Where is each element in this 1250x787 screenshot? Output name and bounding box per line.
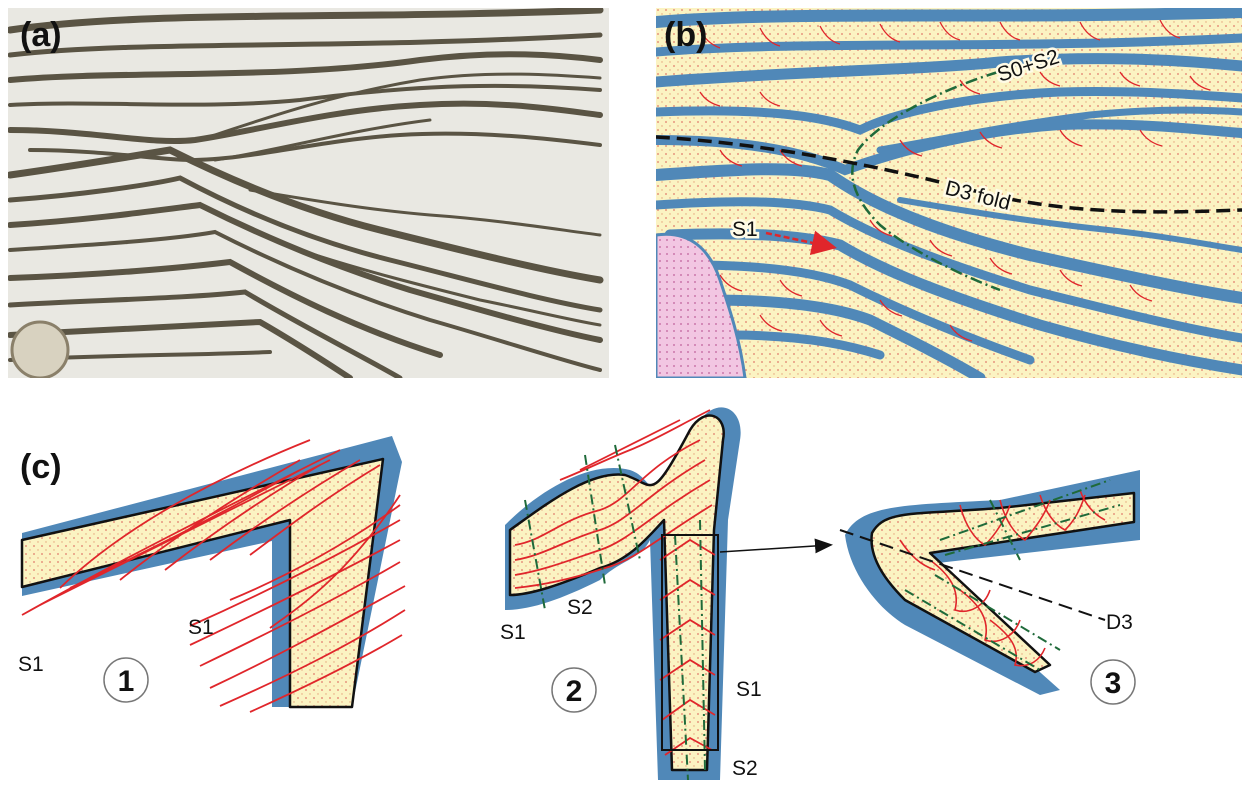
stage-2-s2-bottom-label: S2: [732, 757, 758, 780]
stage-3-fold: [839, 470, 1140, 695]
panel-b-sketch: [656, 8, 1242, 378]
stage-3-number: 3: [1105, 667, 1122, 700]
stage-2-s1-cleavage: [514, 409, 716, 756]
stage-1-s1-cleavage: [21, 439, 406, 713]
panel-b-d3-fold-axis: [656, 135, 1242, 214]
stage-2-s1-right-label: S1: [736, 678, 762, 701]
stage-2-number: 2: [566, 675, 583, 708]
stage-2-zoom-box: [661, 534, 719, 751]
panel-c-letter: (c): [20, 448, 62, 486]
stage-2-s1-left-label: S1: [500, 621, 526, 644]
photo-pebble: [10, 320, 70, 378]
stage-2-s2-top-label: S2: [567, 596, 593, 619]
stage-3-d3-axis: [839, 529, 1106, 621]
stage-2-s2-traces: [524, 444, 706, 781]
stage-1-badge: [103, 657, 149, 703]
stage-3-d3-label: D3: [1106, 611, 1133, 634]
zoom-arrow: [719, 538, 833, 554]
stage-2-fold: [505, 407, 741, 781]
stage-1-s1-inner-label: S1: [188, 616, 214, 639]
panel-b-s1-label: S1: [732, 218, 758, 241]
stage-1-fold: [20, 436, 406, 713]
photo-fold-veins: [8, 8, 604, 378]
stage-1-number: 1: [118, 665, 135, 698]
panel-b-s1-arrow: [765, 230, 837, 256]
panel-b-letter: (b): [664, 16, 707, 54]
panel-a-letter: (a): [20, 16, 62, 54]
panel-b-blue-layers: [656, 8, 1242, 378]
stage-2-badge: [551, 667, 597, 713]
stage-1-s1-left-label: S1: [18, 653, 44, 676]
panel-b-pink-inclusion: [656, 232, 747, 378]
panel-a-photo: [8, 8, 609, 378]
panel-b-s0s2-trace: [851, 70, 1001, 292]
stage-3-axial-traces: [904, 479, 1121, 671]
stage-3-badge: [1090, 659, 1136, 705]
panel-b-red-cleavage: [699, 19, 1211, 342]
